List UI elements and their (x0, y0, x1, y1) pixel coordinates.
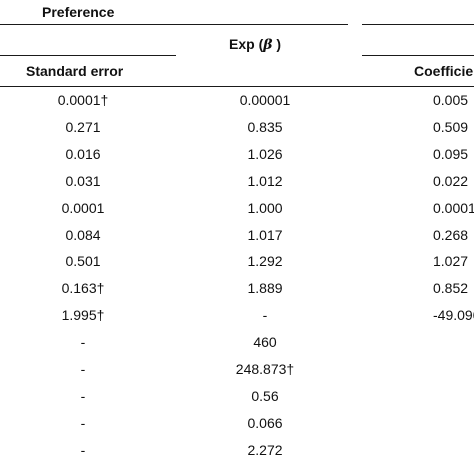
cell-exp-beta: 1.292 (247, 253, 283, 270)
cell-coefficient: 0.005 (433, 92, 469, 108)
cell-coefficient: 0.268 (433, 226, 469, 243)
cell-std-error: - (80, 387, 86, 404)
subheader-rule-left (0, 55, 176, 56)
cell-exp-beta: - (262, 307, 268, 324)
cell-coefficient: 0.509 (433, 118, 469, 135)
cell-std-error: 0.0001† (57, 92, 109, 108)
cell-exp-beta: 248.873† (235, 361, 295, 377)
cell-exp-beta: 1.026 (247, 145, 283, 162)
cell-coefficient: 1.027 (433, 253, 469, 270)
column-header-rule (0, 86, 474, 87)
exp-beta-suffix: ) (272, 36, 282, 52)
cell-exp-beta: 460 (253, 334, 277, 351)
beta-symbol: β (263, 37, 273, 53)
cell-exp-beta: 1.889 (247, 280, 283, 297)
cell-exp-beta: 0.00001 (239, 92, 291, 108)
cell-std-error: 1.995† (61, 307, 105, 324)
std-error-header: Standard error (26, 63, 124, 79)
cell-coefficient: 0.0001 (433, 199, 474, 216)
header-rule-right (362, 24, 474, 25)
cell-std-error: 0.016 (65, 145, 101, 162)
header-rule-left (0, 24, 348, 25)
cell-std-error: 0.501 (65, 253, 101, 270)
cell-std-error: 0.163† (61, 280, 105, 297)
cell-coefficient: 0.022 (433, 172, 469, 189)
cell-std-error: 0.271 (65, 118, 101, 135)
preference-header: Preference (42, 4, 115, 20)
cell-exp-beta: 0.066 (247, 414, 283, 431)
coefficient-header: Coefficie (414, 63, 474, 79)
cell-std-error: - (80, 441, 86, 458)
cell-exp-beta: 1.017 (247, 226, 283, 243)
cell-exp-beta: 1.012 (247, 172, 283, 189)
cell-std-error: - (80, 334, 86, 351)
cell-coefficient: 0.852 (433, 280, 469, 297)
cell-std-error: - (80, 361, 86, 377)
cell-std-error: 0.084 (65, 226, 101, 243)
cell-std-error: 0.0001 (61, 199, 105, 216)
cell-exp-beta: 0.835 (247, 118, 283, 135)
cell-exp-beta: 2.272 (247, 441, 283, 458)
cell-coefficient: 0.095 (433, 145, 469, 162)
cell-coefficient: -49.090 (433, 307, 474, 324)
exp-beta-header: Exp (β ) (229, 36, 281, 53)
cell-exp-beta: 0.56 (251, 387, 279, 404)
cell-std-error: - (80, 414, 86, 431)
cell-std-error: 0.031 (65, 172, 101, 189)
exp-beta-prefix: Exp ( (229, 36, 264, 52)
cell-exp-beta: 1.000 (247, 199, 283, 216)
subheader-rule-right (362, 55, 474, 56)
